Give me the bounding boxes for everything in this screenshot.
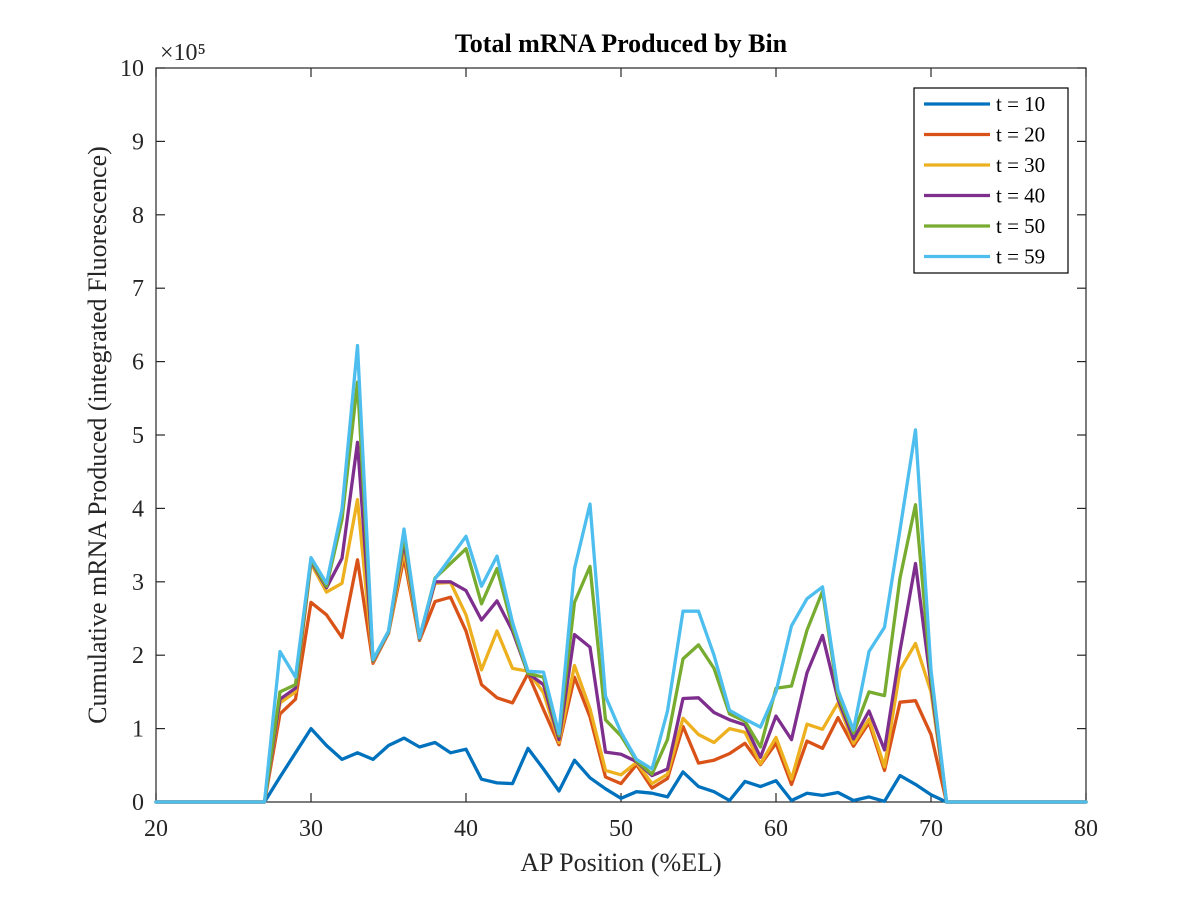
y-tick-label: 8 bbox=[132, 203, 144, 229]
legend-label: t = 10 bbox=[996, 92, 1045, 116]
series-line-t-40 bbox=[154, 440, 1088, 804]
y-tick-label: 1 bbox=[132, 717, 144, 743]
y-tick-label: 4 bbox=[132, 496, 144, 522]
y-axis-label: Cumulative mRNA Produced (integrated Flu… bbox=[83, 146, 112, 724]
x-axis-label: AP Position (%EL) bbox=[520, 848, 721, 877]
chart-title: Total mRNA Produced by Bin bbox=[455, 29, 788, 58]
legend-label: t = 20 bbox=[996, 123, 1045, 147]
legend: t = 10 t = 20 t = 30 t = 40 t = 50 t = 59 bbox=[913, 87, 1069, 274]
series-group bbox=[154, 343, 1088, 804]
y-exponent-label: ×10⁵ bbox=[160, 40, 206, 66]
legend-label: t = 59 bbox=[996, 245, 1045, 269]
y-tick-label: 2 bbox=[132, 643, 144, 669]
y-tick-label: 9 bbox=[132, 129, 144, 155]
series-line-t-10 bbox=[154, 726, 1088, 804]
y-tick-label: 10 bbox=[120, 56, 144, 82]
legend-label: t = 50 bbox=[996, 214, 1045, 238]
legend-label: t = 30 bbox=[996, 153, 1045, 177]
y-tick-label: 3 bbox=[132, 570, 144, 596]
x-tick-label: 20 bbox=[144, 816, 168, 842]
series-line-t-50 bbox=[154, 380, 1088, 804]
y-tick-label: 5 bbox=[132, 423, 144, 449]
x-tick-label: 50 bbox=[609, 816, 633, 842]
x-tick-label: 80 bbox=[1074, 816, 1098, 842]
y-tick-label: 0 bbox=[132, 790, 144, 816]
x-tick-label: 40 bbox=[454, 816, 478, 842]
series-line-t-30 bbox=[154, 497, 1088, 804]
x-tick-label: 30 bbox=[299, 816, 323, 842]
series-line-t-20 bbox=[154, 555, 1088, 804]
x-tick-label: 70 bbox=[919, 816, 943, 842]
y-tick-label: 6 bbox=[132, 350, 144, 376]
x-tick-label: 60 bbox=[764, 816, 788, 842]
legend-label: t = 40 bbox=[996, 184, 1045, 208]
y-tick-label: 7 bbox=[132, 276, 144, 302]
series-line-t-59 bbox=[154, 343, 1088, 804]
legend-box bbox=[913, 87, 1069, 274]
axis-ticks: 20 30 40 50 60 70 80 0 1 2 3 4 5 6 7 8 9 10 bbox=[120, 56, 1098, 842]
